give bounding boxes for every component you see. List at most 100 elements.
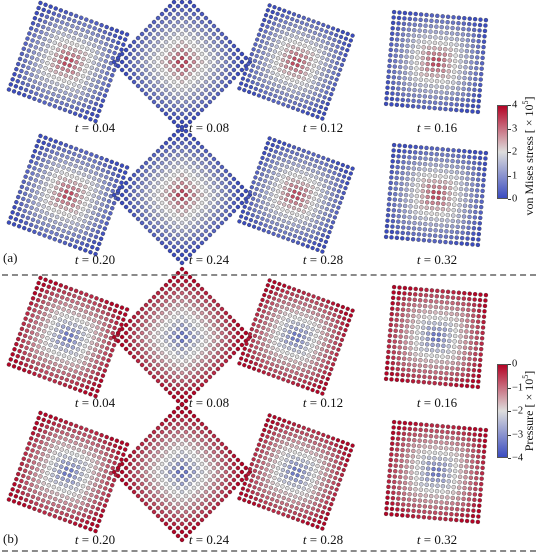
particle [199,168,205,174]
particle [258,88,263,93]
particle [328,47,333,52]
particle [207,19,213,25]
particle [85,520,90,525]
particle [319,498,324,503]
particle [416,172,421,177]
particle [135,200,141,206]
particle [187,314,193,320]
particle [411,368,417,373]
particle [175,493,181,499]
particle [239,184,245,190]
particle [86,105,92,110]
particle [183,67,189,73]
particle [345,441,350,446]
particle [406,367,411,373]
particle [304,155,309,160]
particle [303,188,309,193]
particle [187,481,193,487]
particle [106,83,111,88]
particle [323,106,328,111]
particle [183,91,189,97]
particle [183,398,189,404]
particle [183,51,189,57]
particle [405,171,411,176]
particle [78,229,83,234]
particle [171,196,177,202]
particle [317,182,322,187]
particle [143,501,149,507]
particle [389,102,394,107]
particle [319,177,324,182]
particle [467,21,472,27]
particle [463,334,469,340]
particle [29,330,35,335]
particle [318,77,323,82]
particle [187,425,193,431]
particle [171,481,177,487]
particle [183,144,189,150]
particle [82,155,87,160]
particle [97,108,102,114]
particle [290,210,295,216]
particle [191,35,197,41]
particle [35,57,40,62]
particle [81,331,86,337]
particle [45,318,50,324]
particle [63,483,69,488]
particle [107,31,113,37]
particle [235,346,241,352]
particle [183,286,189,292]
particle [477,88,482,93]
particle [159,192,165,198]
particle [17,483,22,489]
particle [93,55,98,60]
particle [115,196,121,202]
particle [179,23,185,29]
particle [98,103,104,108]
particle [412,28,417,33]
particle [58,435,63,440]
particle [394,102,400,107]
particle [249,478,254,483]
particle [455,366,460,371]
particle [105,346,110,351]
particle [472,160,477,166]
particle [70,345,75,350]
particle [295,151,300,156]
particle [195,31,201,37]
particle [167,358,173,364]
particle [277,416,282,421]
particle [187,473,193,479]
particle [223,200,229,206]
particle [287,285,292,290]
particle [269,175,274,180]
particle [278,34,283,39]
particle [450,218,455,224]
particle [62,382,68,388]
particle [131,55,137,61]
particle [29,222,34,227]
particle [34,91,39,96]
particle [408,204,413,209]
particle [456,80,461,86]
particle [65,495,70,500]
particle [191,176,197,182]
particle [274,61,279,66]
particle [135,326,141,332]
particle [483,292,489,298]
particle [167,248,173,254]
particle [266,446,271,451]
particle [131,330,137,336]
particle [416,104,421,109]
particle [223,350,229,356]
particle [471,171,476,176]
particle [239,214,244,219]
particle [434,354,440,359]
particle [211,47,217,53]
particle [70,70,75,75]
particle [71,509,76,514]
particle [286,453,291,458]
particle [451,350,456,355]
particle [385,85,390,90]
particle [219,63,225,69]
